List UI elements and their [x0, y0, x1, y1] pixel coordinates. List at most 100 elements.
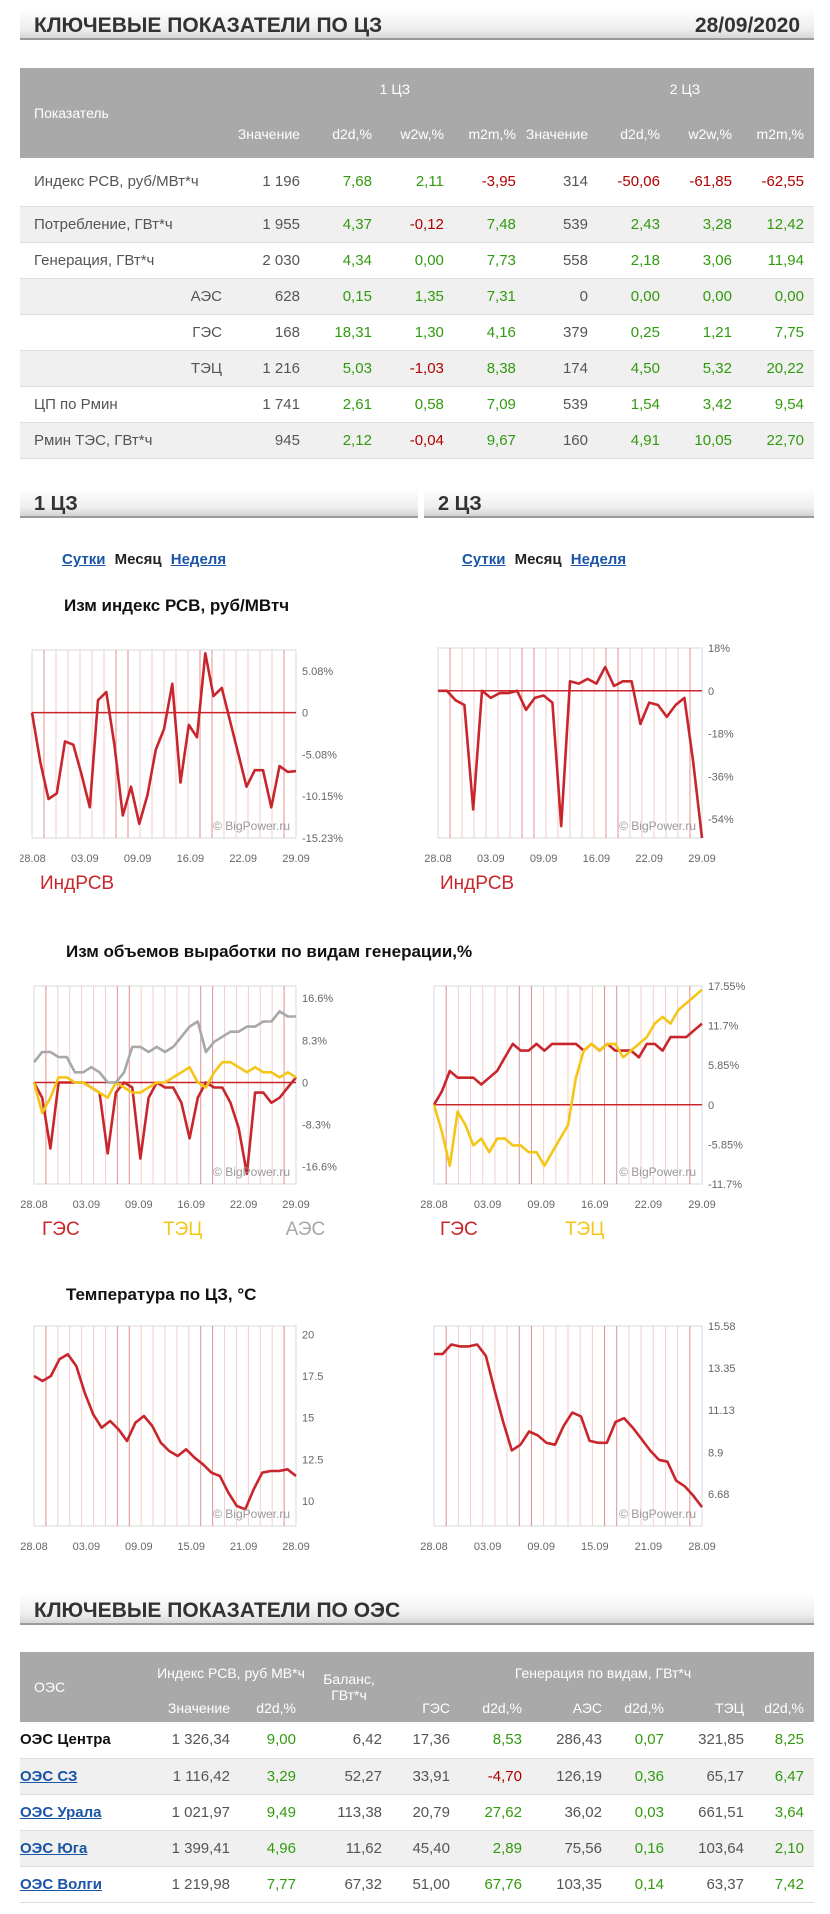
cell-change: 0,00 [669, 278, 742, 315]
y-tick-label: 17.55% [708, 981, 746, 993]
series-line-1 [32, 1060, 297, 1115]
oes-name-cell: ОЭС СЗ [20, 1758, 146, 1795]
chart-title-price: Изм индекс РСВ, руб/МВтч [64, 596, 290, 615]
cell-change: 2,11 [381, 158, 454, 207]
x-tick-label: 03.09 [477, 853, 505, 865]
cell-change: 27,62 [460, 1794, 532, 1831]
watermark: © BigPower.ru [619, 1507, 696, 1521]
x-tick-label: 29.09 [688, 853, 716, 865]
table-row: Рмин ТЭС, ГВт*ч 945 2,12 -0,04 9,67 160 4,91 10… [20, 422, 814, 459]
table-row: ТЭЦ 1 216 5,03 -1,03 8,38 174 4,50 5,32 20,22 [20, 350, 814, 387]
cell-change: -0,12 [381, 206, 454, 243]
y-tick-label: -16.6% [302, 1162, 337, 1174]
y-tick-label: 5.08% [302, 666, 333, 678]
tab-week[interactable]: Неделя [170, 551, 227, 568]
oes-name-cell: ОЭС Юга [20, 1830, 146, 1867]
y-tick-label: -18% [708, 729, 734, 741]
tab-day[interactable]: Сутки [462, 551, 506, 568]
cell-change: 0,16 [612, 1830, 674, 1867]
cell-value: 75,56 [532, 1830, 612, 1867]
oes-name: ОЭС Центра [20, 1731, 111, 1749]
x-tick-label: 29.09 [282, 1199, 310, 1211]
cell-value: 126,19 [532, 1758, 612, 1795]
cell-change: 1,30 [381, 314, 454, 351]
y-tick-label: 8.9 [708, 1447, 723, 1459]
x-tick-label: 03.09 [73, 1199, 101, 1211]
cell-change: 22,70 [741, 422, 814, 459]
group-price: Индекс РСВ, руб МВ*ч [146, 1652, 306, 1694]
oes-link[interactable]: ОЭС Волги [20, 1875, 102, 1893]
legend-item-ges: ГЭС [42, 1219, 80, 1240]
cell-value: 628 [233, 278, 310, 315]
y-tick-label: 0 [708, 686, 714, 698]
cell-change: 0,58 [381, 386, 454, 423]
cell-value: 103,64 [674, 1830, 754, 1867]
cell-value: 1 219,98 [146, 1866, 240, 1903]
oes-link[interactable]: ОЭС Юга [20, 1839, 88, 1857]
y-tick-label: 8.3% [302, 1035, 327, 1047]
oes-link[interactable]: ОЭС СЗ [20, 1767, 78, 1785]
cell-value: 314 [525, 158, 598, 207]
cell-value: 1 196 [233, 158, 310, 207]
x-tick-label: 09.09 [124, 853, 152, 865]
table-row: Генерация, ГВт*ч 2 030 4,34 0,00 7,73 558 2,18… [20, 242, 814, 279]
row-label: Генерация, ГВт*ч [20, 242, 234, 279]
x-tick-label: 22.09 [230, 1199, 258, 1211]
legend-item: ИндРСВ [40, 873, 115, 894]
cell-value: 286,43 [532, 1722, 612, 1759]
x-tick-label: 21.09 [635, 1541, 663, 1553]
cell-change: 4,34 [309, 242, 382, 279]
x-tick-label: 09.09 [530, 853, 558, 865]
tab-month[interactable]: Месяц [514, 551, 562, 568]
cell-value: 168 [233, 314, 310, 351]
y-tick-label: -5.85% [708, 1139, 743, 1151]
y-tick-label: 0 [302, 1077, 308, 1089]
oes-link[interactable]: ОЭС Урала [20, 1803, 102, 1821]
cell-change: 9,54 [741, 386, 814, 423]
tab-day[interactable]: Сутки [62, 551, 106, 568]
zone1-header: 1 ЦЗ [233, 68, 526, 110]
x-tick-label: 03.09 [71, 853, 99, 865]
y-tick-label: -54% [708, 814, 734, 826]
cell-value: 558 [525, 242, 598, 279]
watermark: © BigPower.ru [619, 819, 696, 833]
subcol-value: Значение [233, 110, 310, 158]
tab-month[interactable]: Месяц [114, 551, 162, 568]
subcol-d2d: d2d,% [460, 1694, 532, 1722]
cell-change: 67,76 [460, 1866, 532, 1903]
x-tick-label: 09.09 [527, 1541, 555, 1553]
cell-change: 4,37 [309, 206, 382, 243]
cell-value: 160 [525, 422, 598, 459]
period-tabs-left: Сутки Месяц Неделя [62, 551, 226, 568]
subcol-value: Значение [525, 110, 598, 158]
legend-price-cz1: ИндРСВ [40, 873, 114, 895]
col-indicator: Показатель [20, 68, 234, 158]
cell-change: 5,32 [669, 350, 742, 387]
cell-value: 1 216 [233, 350, 310, 387]
cell-value: 63,37 [674, 1866, 754, 1903]
y-tick-label: 11.7% [708, 1021, 739, 1033]
subcol-d2d: d2d,% [597, 110, 670, 158]
cell-change: -61,85 [669, 158, 742, 207]
table-row: ОЭС Волги 1 219,98 7,77 67,32 51,00 67,76 103,… [20, 1866, 814, 1903]
cell-change: 2,10 [754, 1830, 814, 1867]
cell-change: 0,07 [612, 1722, 674, 1759]
y-tick-label: 15.58 [708, 1321, 736, 1333]
y-tick-label: 20 [302, 1329, 314, 1341]
chart-temperature-cz1: 20 17.5 15 12.5 10 28.08 03.09 09.09 15.09 21.09 2… [20, 1325, 323, 1553]
subcol-m2m: m2m,% [453, 110, 526, 158]
cell-change: 8,25 [754, 1722, 814, 1759]
x-tick-label: 29.09 [282, 853, 310, 865]
legend-price-cz2: ИндРСВ [440, 873, 514, 895]
x-tick-label: 16.09 [583, 853, 611, 865]
x-tick-label: 22.09 [635, 1199, 663, 1211]
legend-item-aes: АЭС [285, 1219, 326, 1240]
tab-week[interactable]: Неделя [570, 551, 627, 568]
x-tick-label: 28.08 [20, 1199, 48, 1211]
cell-change: -62,55 [741, 158, 814, 207]
col-balance: Баланс, ГВт*ч [306, 1652, 392, 1722]
section-header-oes: КЛЮЧЕВЫЕ ПОКАЗАТЕЛИ ПО ОЭС [20, 1593, 814, 1625]
cell-change: 3,42 [669, 386, 742, 423]
row-label: ТЭЦ [20, 350, 234, 387]
cell-change: 7,75 [741, 314, 814, 351]
